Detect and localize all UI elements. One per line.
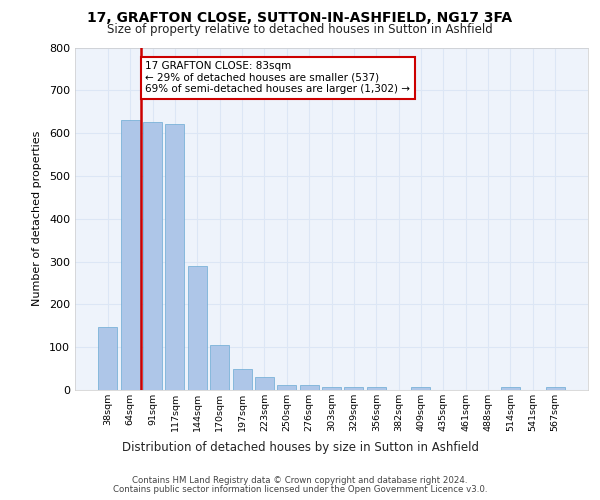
Bar (501, 387, 520, 390)
Text: Contains HM Land Registry data © Crown copyright and database right 2024.: Contains HM Land Registry data © Crown c… (132, 476, 468, 485)
Bar (98, 326, 118, 390)
Text: 17, GRAFTON CLOSE, SUTTON-IN-ASHFIELD, NG17 3FA: 17, GRAFTON CLOSE, SUTTON-IN-ASHFIELD, N… (88, 11, 512, 25)
Bar (233, 370, 251, 390)
Bar (344, 387, 364, 390)
Bar (322, 386, 341, 390)
Bar (412, 386, 430, 390)
Y-axis label: Number of detached properties: Number of detached properties (32, 131, 42, 306)
Bar (299, 386, 319, 390)
Bar (545, 387, 565, 390)
Bar (277, 385, 296, 390)
Bar (143, 122, 162, 390)
Bar (367, 388, 386, 390)
Bar (210, 345, 229, 390)
Text: Distribution of detached houses by size in Sutton in Ashfield: Distribution of detached houses by size … (121, 441, 479, 454)
Text: 17 GRAFTON CLOSE: 83sqm
← 29% of detached houses are smaller (537)
69% of semi-d: 17 GRAFTON CLOSE: 83sqm ← 29% of detache… (145, 61, 410, 94)
Text: Contains public sector information licensed under the Open Government Licence v3: Contains public sector information licen… (113, 484, 487, 494)
Bar (121, 120, 140, 390)
Bar (188, 266, 207, 390)
Bar (166, 124, 184, 390)
Bar (255, 377, 274, 390)
Text: Size of property relative to detached houses in Sutton in Ashfield: Size of property relative to detached ho… (107, 22, 493, 36)
